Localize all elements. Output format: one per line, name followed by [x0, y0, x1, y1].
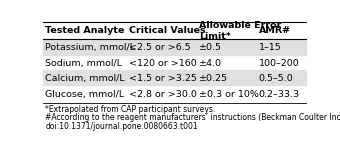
Text: <120 or >160: <120 or >160	[130, 59, 197, 68]
Text: doi:10.1371/journal.pone.0080663.t001: doi:10.1371/journal.pone.0080663.t001	[45, 122, 198, 131]
Text: 100–200: 100–200	[258, 59, 299, 68]
Text: Sodium, mmol/L: Sodium, mmol/L	[45, 59, 122, 68]
Text: Potassium, mmol/L: Potassium, mmol/L	[45, 44, 135, 52]
Text: Allowable Error
Limit*: Allowable Error Limit*	[199, 21, 282, 41]
Text: Tested Analyte: Tested Analyte	[45, 26, 124, 35]
Text: ±0.5: ±0.5	[199, 44, 222, 52]
Bar	[42, 70, 306, 85]
Text: AMR#: AMR#	[258, 26, 291, 35]
Text: 0.2–33.3: 0.2–33.3	[258, 90, 300, 99]
Bar	[42, 39, 306, 55]
Text: ±0.25: ±0.25	[199, 74, 228, 83]
Text: ±0.3 or 10%: ±0.3 or 10%	[199, 90, 259, 99]
Text: <2.5 or >6.5: <2.5 or >6.5	[130, 44, 191, 52]
Text: <1.5 or >3.25: <1.5 or >3.25	[130, 74, 197, 83]
Text: Critical Values: Critical Values	[130, 26, 206, 35]
Text: #According to the reagent manufacturers’ instructions (Beckman Coulter Inc.).: #According to the reagent manufacturers’…	[45, 114, 340, 123]
Text: 1–15: 1–15	[258, 44, 281, 52]
Text: ±4.0: ±4.0	[199, 59, 222, 68]
Text: Glucose, mmol/L: Glucose, mmol/L	[45, 90, 124, 99]
Text: 0.5–5.0: 0.5–5.0	[258, 74, 293, 83]
Text: Calcium, mmol/L: Calcium, mmol/L	[45, 74, 125, 83]
Text: *Extrapolated from CAP participant surveys.: *Extrapolated from CAP participant surve…	[45, 105, 215, 114]
Text: <2.8 or >30.0: <2.8 or >30.0	[130, 90, 197, 99]
